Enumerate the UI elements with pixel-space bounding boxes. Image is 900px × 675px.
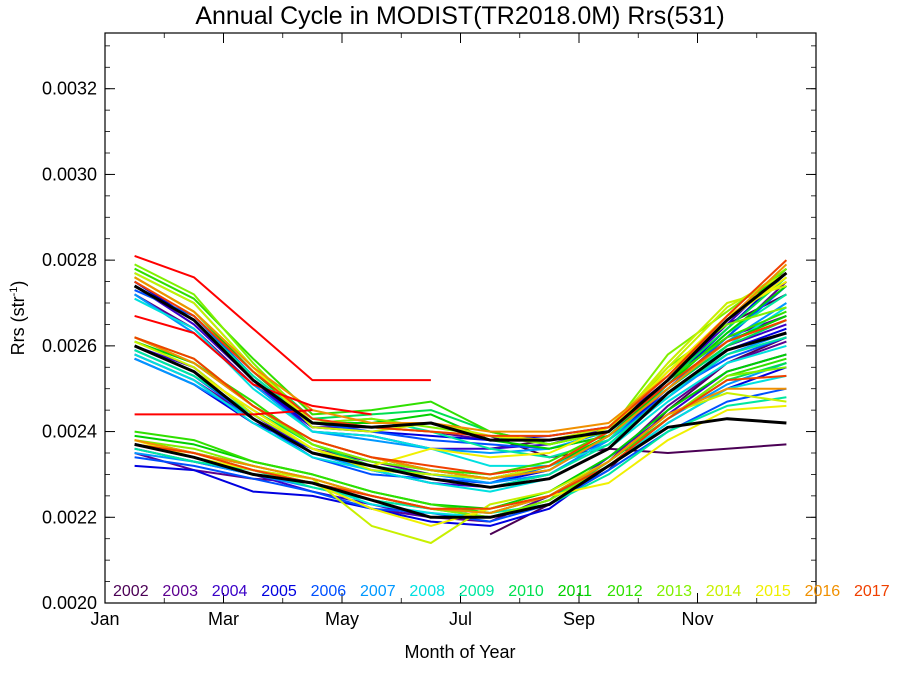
series-line bbox=[134, 254, 431, 382]
legend-label-2003: 2003 bbox=[162, 583, 198, 600]
series-2008-line bbox=[134, 297, 787, 467]
y-tick-label: 0.0026 bbox=[42, 336, 97, 356]
mean-line bbox=[133, 271, 788, 442]
x-tick-label: Nov bbox=[681, 609, 713, 629]
legend-label-2012: 2012 bbox=[607, 583, 643, 600]
legend-label-2009: 2009 bbox=[459, 583, 495, 600]
series-2017-line bbox=[134, 319, 787, 476]
legend-label-2015: 2015 bbox=[755, 583, 791, 600]
y-tick-label: 0.0032 bbox=[42, 79, 97, 99]
legend-label-2014: 2014 bbox=[706, 583, 742, 600]
x-tick-label: May bbox=[325, 609, 359, 629]
x-tick-label: Mar bbox=[208, 609, 239, 629]
y-axis: 0.0020 0.0022 0.0024 0.0026 0.0028 0.0030 0.00… bbox=[42, 45, 816, 613]
x-axis: Jan Mar May Jul Sep Nov bbox=[90, 33, 758, 629]
series-2017-line bbox=[134, 374, 787, 510]
legend-label-2017: 2017 bbox=[854, 583, 890, 600]
x-axis-label: Month of Year bbox=[404, 642, 515, 662]
x-tick-label: Jul bbox=[449, 609, 472, 629]
series-2008-line bbox=[134, 344, 787, 493]
legend-label-2010: 2010 bbox=[508, 583, 544, 600]
legend-label-2016: 2016 bbox=[805, 583, 841, 600]
series-2014-line bbox=[134, 272, 787, 442]
y-axis-label-superscript: -1 bbox=[8, 287, 20, 297]
series-2016-line bbox=[134, 387, 787, 514]
series-2012-line bbox=[134, 310, 787, 476]
mean-line bbox=[134, 331, 787, 489]
series-2007-line bbox=[134, 332, 787, 484]
legend: 2002 2003 2004 2005 2006 2007 2008 2009 2010 2011… bbox=[113, 583, 890, 600]
legend-label-2006: 2006 bbox=[311, 583, 347, 600]
y-axis-label: Rrs (str-1) bbox=[8, 281, 28, 356]
series-line bbox=[134, 314, 372, 416]
y-axis-label-main: Rrs (str bbox=[8, 296, 28, 355]
legend-label-2007: 2007 bbox=[360, 583, 396, 600]
y-tick-label: 0.0020 bbox=[42, 593, 97, 613]
chart-title: Annual Cycle in MODIST(TR2018.0M) Rrs(53… bbox=[195, 2, 724, 30]
x-tick-label: Sep bbox=[563, 609, 595, 629]
legend-label-2004: 2004 bbox=[212, 583, 248, 600]
y-axis-label-close: ) bbox=[8, 281, 28, 287]
plot-lines bbox=[133, 254, 788, 544]
series-line bbox=[134, 409, 313, 416]
y-tick-label: 0.0028 bbox=[42, 250, 97, 270]
mean-line bbox=[134, 417, 787, 519]
series-2014-line bbox=[134, 284, 787, 480]
x-tick-label: Jan bbox=[90, 609, 119, 629]
legend-label-2005: 2005 bbox=[261, 583, 297, 600]
y-tick-label: 0.0022 bbox=[42, 507, 97, 527]
legend-label-2013: 2013 bbox=[656, 583, 692, 600]
series-2017-line bbox=[134, 259, 788, 437]
legend-label-2011: 2011 bbox=[558, 583, 593, 600]
y-tick-label: 0.0030 bbox=[42, 164, 97, 184]
legend-label-2008: 2008 bbox=[409, 583, 445, 600]
legend-label-2002: 2002 bbox=[113, 583, 149, 600]
y-tick-label: 0.0024 bbox=[42, 422, 97, 442]
